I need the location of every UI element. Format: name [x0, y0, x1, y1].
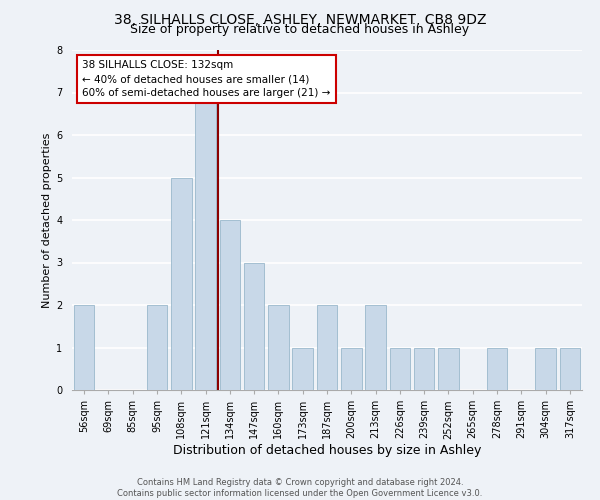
Text: 38, SILHALLS CLOSE, ASHLEY, NEWMARKET, CB8 9DZ: 38, SILHALLS CLOSE, ASHLEY, NEWMARKET, C… [114, 12, 486, 26]
Bar [171, 178, 191, 390]
Bar [220, 220, 240, 390]
Bar [560, 348, 580, 390]
Bar [195, 92, 216, 390]
Bar [414, 348, 434, 390]
Bar [438, 348, 459, 390]
Bar [389, 348, 410, 390]
Bar [146, 305, 167, 390]
Bar [487, 348, 508, 390]
Bar [365, 305, 386, 390]
Bar [292, 348, 313, 390]
Bar [341, 348, 362, 390]
Text: Size of property relative to detached houses in Ashley: Size of property relative to detached ho… [130, 22, 470, 36]
Text: 38 SILHALLS CLOSE: 132sqm
← 40% of detached houses are smaller (14)
60% of semi-: 38 SILHALLS CLOSE: 132sqm ← 40% of detac… [82, 60, 331, 98]
Text: Contains HM Land Registry data © Crown copyright and database right 2024.
Contai: Contains HM Land Registry data © Crown c… [118, 478, 482, 498]
Y-axis label: Number of detached properties: Number of detached properties [42, 132, 52, 308]
Bar [268, 305, 289, 390]
Bar [244, 262, 265, 390]
X-axis label: Distribution of detached houses by size in Ashley: Distribution of detached houses by size … [173, 444, 481, 457]
Bar [74, 305, 94, 390]
Bar [317, 305, 337, 390]
Bar [535, 348, 556, 390]
